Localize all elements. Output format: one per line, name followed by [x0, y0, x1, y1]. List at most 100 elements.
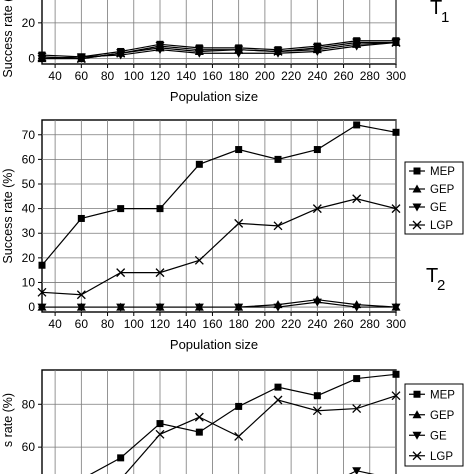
legend-marker-lgp [412, 451, 422, 461]
panel-label-subscript: 2 [437, 277, 445, 294]
data-point-lgp [76, 290, 86, 300]
legend-label-gep: GEP [430, 184, 455, 196]
data-point-lgp [155, 41, 165, 51]
series-line-ge [42, 301, 396, 308]
plot-frame [41, 369, 397, 474]
legend-marker-gep [412, 184, 422, 193]
data-point-lgp [273, 221, 283, 231]
y-tick-label: 0 [28, 52, 35, 66]
y-tick-label: 40 [22, 202, 36, 216]
data-point-mep [156, 205, 164, 213]
panel-label: T [426, 265, 438, 287]
data-point-mep [195, 428, 203, 436]
x-tick-label: 140 [176, 317, 196, 331]
series-line-mep [41, 124, 397, 266]
data-point-lgp [273, 47, 283, 56]
x-tick-label: 240 [307, 69, 327, 83]
legend-label-mep: MEP [430, 166, 455, 178]
data-point-lgp [155, 429, 165, 439]
series-line-lgp [41, 41, 396, 60]
y-tick-label: 30 [22, 226, 36, 240]
x-tick-label: 260 [334, 69, 354, 83]
y-tick-label: 20 [22, 16, 36, 30]
data-point-lgp [352, 38, 362, 47]
series-line-mep [41, 40, 396, 58]
data-point-lgp [37, 287, 47, 297]
x-tick-label: 140 [176, 69, 196, 83]
x-tick-label: 60 [75, 69, 89, 83]
x-tick-label: 180 [229, 69, 249, 83]
series-line-lgp [41, 198, 397, 296]
x-axis-label: Population size [170, 89, 258, 104]
plot-frame [41, 119, 397, 313]
y-tick-label: 10 [22, 275, 36, 289]
data-point-ge [352, 303, 362, 312]
legend-marker-mep [413, 390, 421, 398]
x-tick-label: 120 [150, 317, 170, 331]
legend-label-lgp: LGP [430, 220, 453, 232]
y-tick-label: 80 [22, 397, 36, 411]
legend-label-ge: GE [430, 430, 447, 442]
data-point-mep [195, 160, 203, 168]
data-point-ge [273, 303, 283, 312]
legend-label-ge: GE [430, 202, 447, 214]
data-point-mep [313, 392, 321, 400]
data-point-ge [194, 303, 204, 312]
data-point-lgp [312, 204, 322, 214]
data-point-mep [235, 146, 243, 154]
data-point-ge [155, 303, 165, 312]
data-point-lgp [37, 52, 47, 62]
data-point-lgp [76, 54, 86, 64]
data-point-lgp [155, 268, 165, 278]
data-point-mep [392, 370, 400, 378]
y-tick-label: 60 [22, 152, 36, 166]
legend-marker-gep [412, 410, 422, 419]
data-point-ge [391, 303, 401, 312]
legend: MEP GEP GE LGP [404, 161, 464, 235]
x-tick-label: 280 [360, 69, 380, 83]
data-point-ge [76, 53, 86, 62]
data-point-lgp [234, 45, 244, 55]
data-point-mep [274, 383, 282, 391]
y-axis-label: Success rate (%) [1, 0, 15, 78]
x-tick-label: 160 [202, 317, 222, 331]
chart-panel-3: 60 80 s rate (%) MEP GEP GE LGP [1, 369, 464, 474]
y-tick-label: 50 [22, 177, 36, 191]
chart-panel-2: 40 60 80 100 120 140 160 180 200 220 240 260 280 3000… [1, 119, 464, 352]
legend-label-mep: MEP [430, 389, 455, 401]
data-point-lgp [234, 218, 244, 228]
data-point-lgp [352, 404, 362, 414]
x-tick-label: 60 [75, 317, 89, 331]
data-point-mep [274, 155, 282, 163]
data-point-ge [312, 298, 322, 307]
data-point-lgp [352, 194, 362, 204]
data-point-mep [392, 128, 400, 136]
data-point-ge [37, 303, 47, 312]
data-point-mep [156, 420, 164, 428]
legend-marker-ge [412, 431, 422, 440]
y-tick-label: 0 [28, 300, 35, 314]
data-point-lgp [312, 43, 322, 53]
x-tick-label: 240 [307, 317, 327, 331]
data-point-mep [117, 454, 125, 462]
data-point-mep [353, 121, 361, 129]
data-area [37, 121, 401, 312]
legend-marker-ge [412, 203, 422, 212]
x-tick-label: 100 [124, 317, 144, 331]
legend-label-gep: GEP [430, 410, 455, 422]
data-point-lgp [391, 38, 401, 47]
series-line-mep [89, 373, 397, 474]
data-point-ge [116, 303, 126, 312]
chart-panel-1: 40 60 80 100 120 140 160 180 200 220 240 260 280 3000… [1, 0, 449, 104]
data-point-lgp [194, 45, 204, 55]
y-tick-label: 70 [22, 128, 36, 142]
x-tick-label: 40 [48, 317, 62, 331]
data-point-ge [352, 467, 362, 474]
data-point-ge [76, 303, 86, 312]
y-axis-label: Success rate (%) [1, 168, 15, 263]
data-point-lgp [194, 412, 204, 422]
legend-marker-mep [413, 167, 421, 175]
data-point-lgp [391, 391, 401, 401]
legend-label-lgp: LGP [430, 451, 453, 463]
